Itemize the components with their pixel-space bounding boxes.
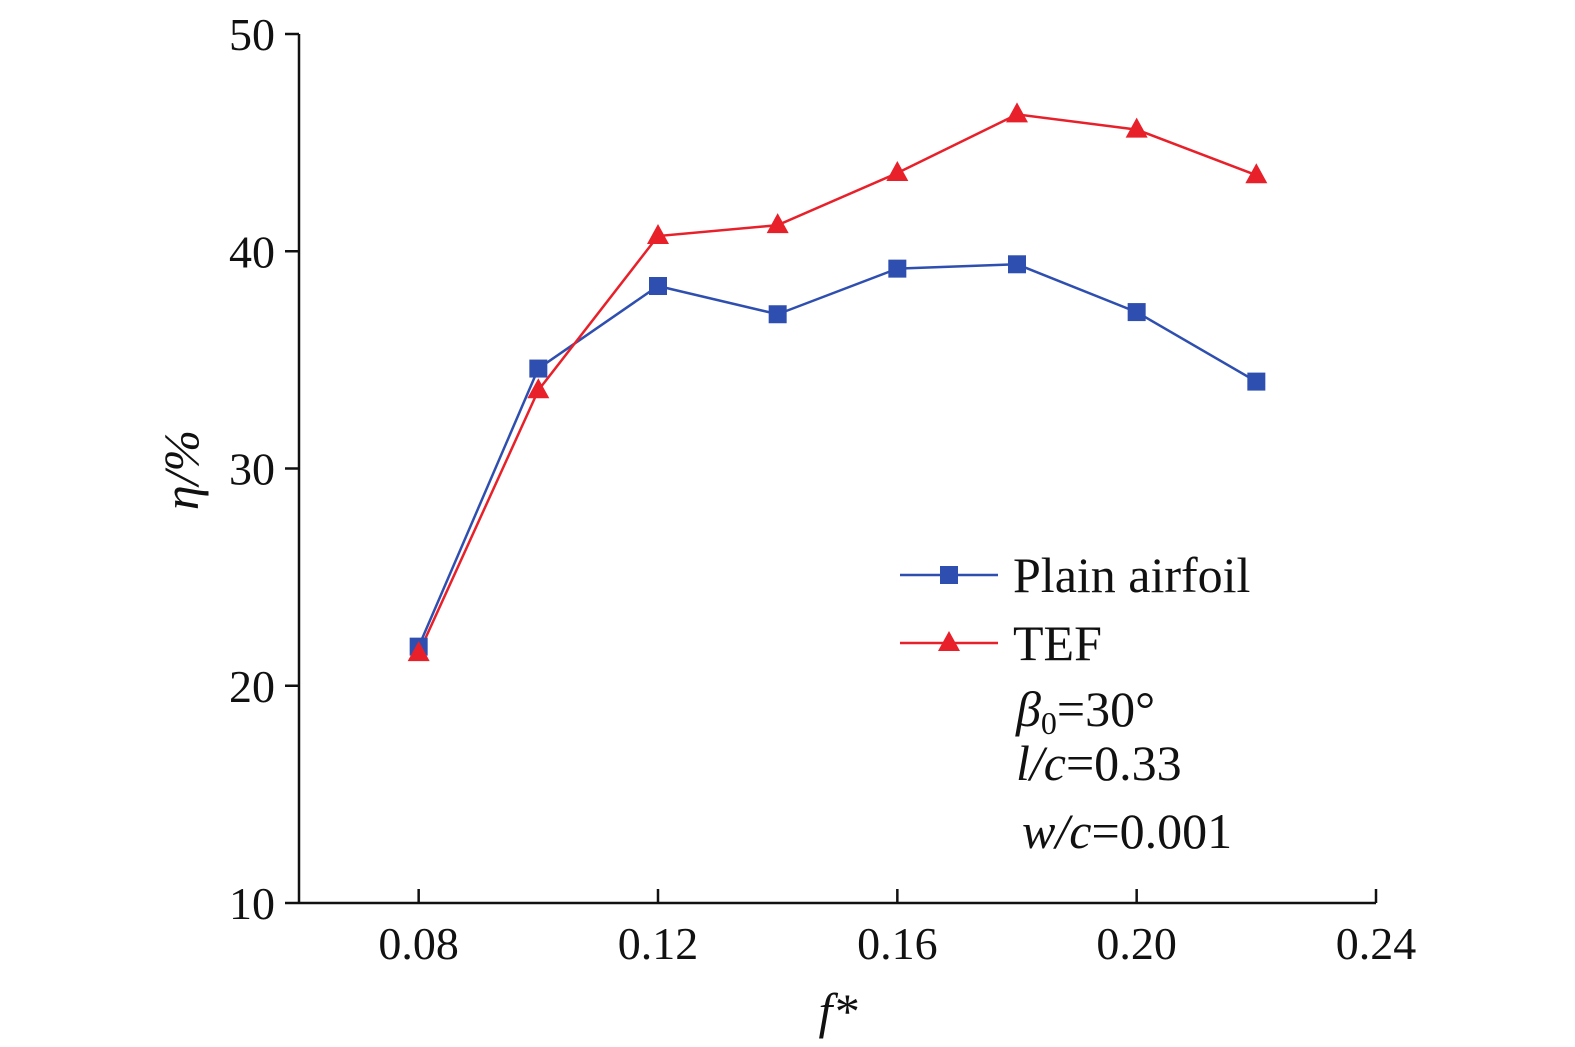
- x-axis-title: f*: [819, 983, 858, 1039]
- data-point-tef: [407, 641, 430, 662]
- series-layer: [407, 102, 1268, 662]
- annotations: β0=30° l/c=0.33 w/c=0.001: [1015, 681, 1232, 859]
- data-point-tef: [527, 378, 550, 399]
- annotation-beta-symbol: β: [1015, 681, 1041, 737]
- annotation-lc-value: =0.33: [1066, 735, 1182, 791]
- annotation-beta-subscript: 0: [1041, 705, 1057, 741]
- series-line-plain-airfoil: [417, 263, 1257, 648]
- data-point-plain-airfoil: [888, 259, 907, 278]
- data-point-tef: [1125, 117, 1148, 138]
- legend-marker-triangle: [938, 631, 960, 651]
- annotation-wc-symbol: w/c: [1022, 803, 1091, 859]
- data-point-tef: [886, 161, 909, 182]
- data-point-plain-airfoil: [1247, 372, 1266, 391]
- y-axis-title: η/%: [153, 430, 209, 510]
- annotation-lc-symbol: l/c: [1016, 735, 1066, 791]
- x-tick-label: 0.20: [1096, 918, 1177, 969]
- y-ticks: 10 20 30 40 50: [229, 9, 299, 929]
- legend: Plain airfoil TEF: [900, 547, 1250, 671]
- series-line-tef: [417, 113, 1257, 654]
- data-point-tef: [1245, 163, 1268, 184]
- x-tick-label: 0.16: [857, 918, 938, 969]
- data-point-plain-airfoil: [1008, 255, 1026, 274]
- data-point-plain-airfoil: [768, 305, 787, 324]
- annotation-beta: β0=30°: [1015, 681, 1155, 741]
- x-ticks: 0.08 0.12 0.16 0.20 0.24: [378, 889, 1416, 969]
- annotation-beta-value: =30°: [1057, 681, 1155, 737]
- y-tick-label: 40: [229, 226, 275, 277]
- y-tick-label: 20: [229, 661, 275, 712]
- legend-item-tef: TEF: [900, 615, 1102, 671]
- x-tick-label: 0.24: [1336, 918, 1417, 969]
- data-point-plain-airfoil: [649, 277, 667, 296]
- annotation-wc: w/c=0.001: [1022, 803, 1232, 859]
- data-point-plain-airfoil: [1127, 303, 1146, 322]
- legend-item-plain-airfoil: Plain airfoil: [900, 547, 1250, 603]
- y-tick-label: 10: [229, 878, 275, 929]
- data-point-tef: [1006, 102, 1028, 123]
- data-point-plain-airfoil: [529, 359, 548, 378]
- data-point-tef: [647, 224, 669, 245]
- axes: 10 20 30 40 50 0.08 0.12 0.16 0.20 0.24: [229, 9, 1416, 969]
- x-tick-label: 0.08: [378, 918, 459, 969]
- legend-label-plain-airfoil: Plain airfoil: [1013, 547, 1250, 603]
- y-tick-label: 50: [229, 9, 275, 60]
- x-tick-label: 0.12: [618, 918, 699, 969]
- annotation-wc-value: =0.001: [1091, 803, 1232, 859]
- data-point-tef: [766, 213, 789, 234]
- annotation-lc: l/c=0.33: [1016, 735, 1182, 791]
- legend-label-tef: TEF: [1013, 615, 1102, 671]
- legend-marker-square: [940, 566, 958, 584]
- y-tick-label: 30: [229, 444, 275, 495]
